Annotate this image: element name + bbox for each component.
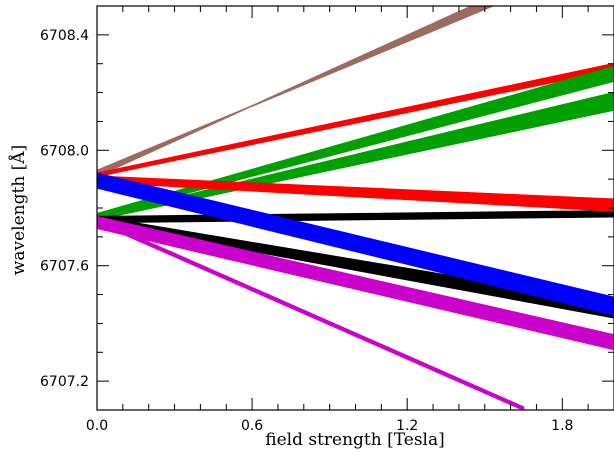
x-axis-title: field strength [Tesla]	[265, 430, 445, 450]
ticks-layer	[96, 6, 614, 411]
x-tick-label: 0.0	[86, 418, 108, 434]
band-5	[97, 210, 614, 224]
band-10	[97, 218, 525, 410]
y-tick-label: 6708.0	[40, 143, 89, 159]
y-tick-label: 6707.2	[40, 374, 89, 390]
x-tick-label: 1.2	[396, 418, 418, 434]
band-6	[97, 175, 614, 212]
bands-layer	[97, 6, 614, 410]
band-8	[97, 172, 614, 316]
band-3	[97, 65, 614, 218]
tick-labels-layer: 0.0 0.6 1.2 1.8 6707.2 6707.6 6708.0 6708.4	[40, 28, 573, 434]
band-7	[97, 215, 614, 319]
plot-frame	[96, 5, 614, 411]
band-9	[97, 215, 614, 351]
band-2	[97, 62, 614, 178]
y-tick-label: 6707.6	[40, 259, 89, 275]
y-axis-title: wavelength [Å]	[8, 145, 29, 275]
x-tick-label: 0.6	[241, 418, 263, 434]
y-tick-label: 6708.4	[40, 28, 89, 44]
band-1	[97, 6, 494, 178]
x-tick-label: 1.8	[551, 418, 573, 434]
